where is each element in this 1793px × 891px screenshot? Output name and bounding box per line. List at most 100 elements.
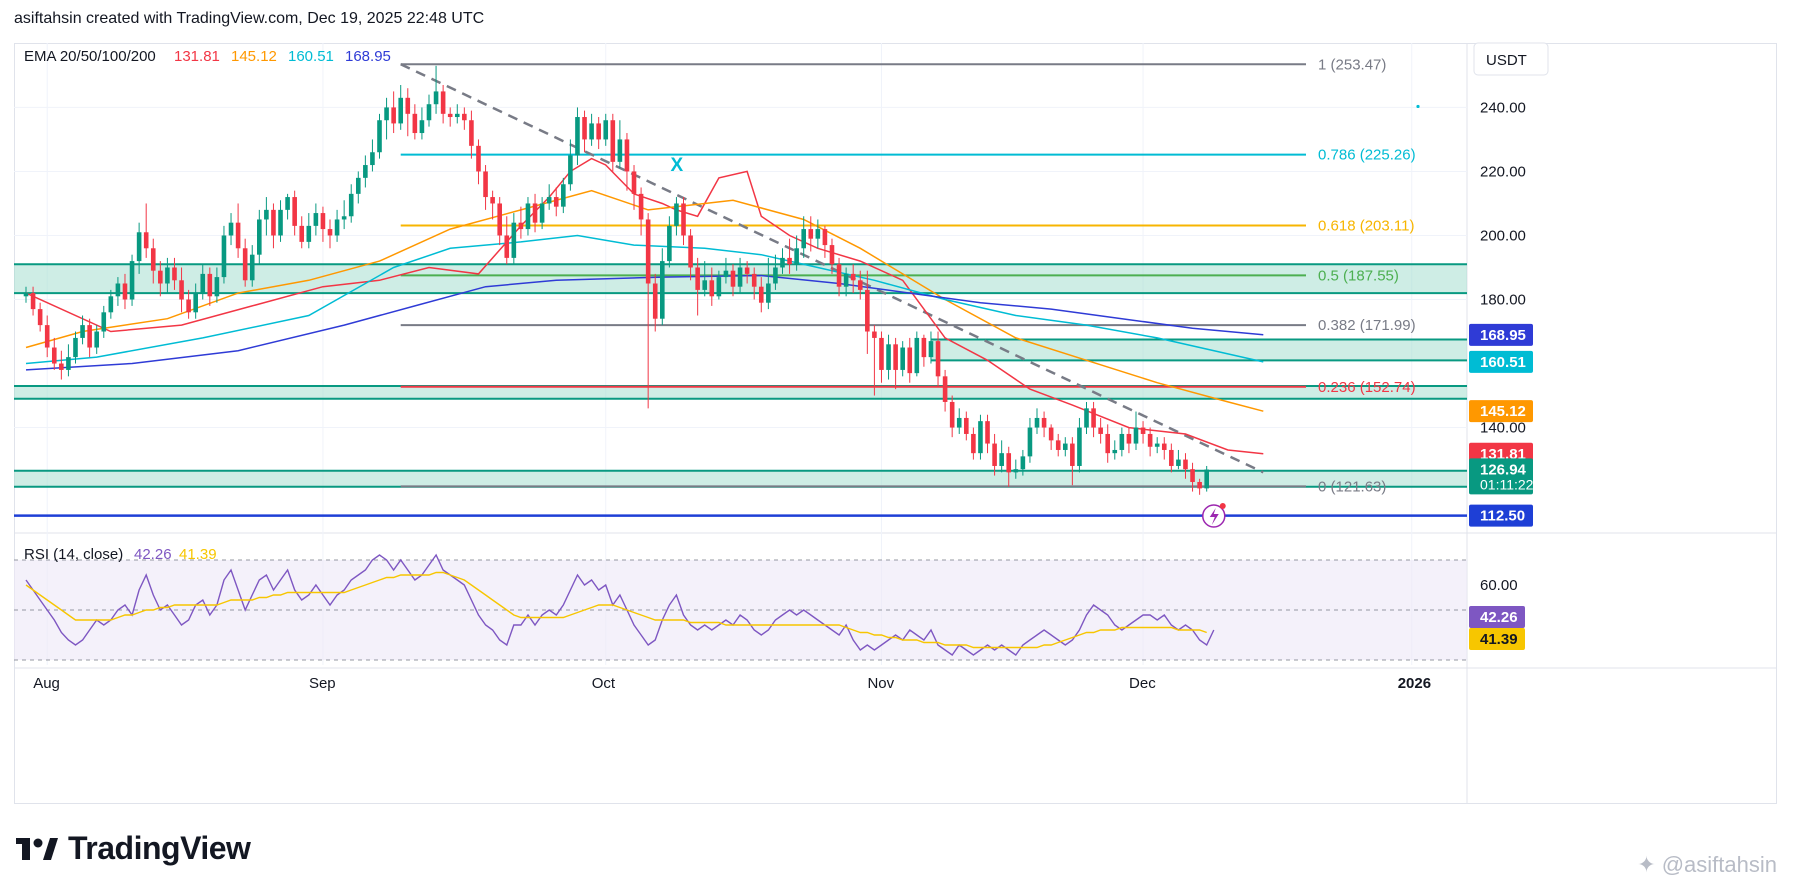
candle[interactable] [1154, 437, 1160, 454]
candle[interactable] [1077, 417, 1082, 473]
candle[interactable] [1091, 401, 1096, 438]
candle[interactable] [992, 433, 997, 476]
candle[interactable] [37, 302, 43, 332]
candle[interactable] [398, 85, 404, 130]
candle[interactable] [327, 219, 333, 249]
candle[interactable] [433, 65, 439, 114]
candle[interactable] [391, 91, 396, 134]
candle[interactable] [101, 305, 107, 338]
candle[interactable] [1084, 401, 1089, 434]
candle[interactable] [115, 277, 121, 306]
candle[interactable] [1006, 446, 1012, 487]
candle[interactable] [129, 254, 135, 306]
candle[interactable] [723, 257, 729, 284]
candle[interactable] [1147, 427, 1153, 457]
candle[interactable] [1041, 411, 1047, 438]
candle[interactable] [172, 257, 177, 290]
candle[interactable] [355, 171, 361, 204]
candle[interactable] [44, 315, 50, 358]
candle[interactable] [66, 344, 71, 377]
candle[interactable] [136, 222, 142, 274]
price-badge[interactable]: 112.50 [1469, 504, 1533, 527]
candle[interactable] [108, 289, 114, 319]
lightning-icon[interactable] [1202, 503, 1226, 528]
candle[interactable] [568, 139, 573, 191]
candle[interactable] [660, 248, 665, 326]
candle[interactable] [999, 440, 1004, 473]
candle[interactable] [1126, 427, 1132, 454]
candle[interactable] [787, 238, 792, 274]
candle[interactable] [610, 113, 616, 172]
candle[interactable] [483, 165, 488, 210]
candle[interactable] [1176, 449, 1181, 470]
candle[interactable] [751, 267, 757, 300]
candle[interactable] [1055, 433, 1061, 457]
chart-panel[interactable] [14, 43, 1777, 804]
candle[interactable] [476, 139, 481, 185]
candle[interactable] [1133, 411, 1139, 450]
candle[interactable] [652, 273, 658, 332]
candle[interactable] [440, 85, 446, 124]
candle[interactable] [143, 203, 149, 258]
candle[interactable] [235, 203, 241, 258]
candle[interactable] [532, 193, 538, 233]
candle[interactable] [200, 264, 206, 300]
support-zone[interactable] [930, 339, 1467, 361]
candle[interactable] [405, 88, 411, 137]
candle[interactable] [1070, 437, 1075, 486]
candle[interactable] [384, 97, 389, 140]
candle[interactable] [73, 331, 78, 364]
candle[interactable] [193, 283, 198, 319]
candle[interactable] [737, 257, 743, 294]
candle[interactable] [23, 286, 29, 303]
candle[interactable] [158, 261, 163, 297]
candle[interactable] [850, 264, 856, 294]
candle[interactable] [907, 337, 913, 383]
candle[interactable] [292, 190, 297, 236]
candle[interactable] [334, 209, 340, 242]
candle[interactable] [801, 216, 806, 258]
candle[interactable] [815, 219, 821, 249]
candle[interactable] [490, 190, 495, 220]
candle[interactable] [462, 107, 467, 130]
candle[interactable] [1140, 421, 1146, 444]
candle[interactable] [872, 325, 877, 396]
candle[interactable] [808, 216, 814, 252]
candle[interactable] [589, 113, 594, 146]
candle[interactable] [299, 216, 305, 249]
candle[interactable] [1062, 437, 1068, 457]
candle[interactable] [122, 273, 128, 310]
candle[interactable] [518, 206, 524, 239]
candle[interactable] [447, 107, 453, 127]
candle[interactable] [674, 197, 679, 236]
candle[interactable] [956, 408, 962, 434]
candle[interactable] [879, 331, 884, 383]
candle[interactable] [87, 318, 92, 358]
candle[interactable] [971, 427, 976, 460]
candle[interactable] [836, 257, 842, 297]
candle[interactable] [780, 248, 785, 274]
candle[interactable] [829, 238, 835, 274]
candle[interactable] [186, 289, 191, 319]
candle[interactable] [928, 331, 934, 364]
rsi-badge[interactable]: 41.39 [1469, 628, 1525, 650]
candle[interactable] [348, 184, 354, 223]
candle[interactable] [688, 229, 693, 281]
candle[interactable] [214, 267, 220, 303]
candle[interactable] [1183, 453, 1188, 479]
candle[interactable] [94, 325, 99, 354]
candle[interactable] [893, 337, 898, 390]
candle[interactable] [667, 216, 672, 268]
candle[interactable] [539, 197, 545, 230]
candle[interactable] [419, 107, 425, 140]
candle[interactable] [822, 225, 828, 258]
candle[interactable] [730, 264, 736, 297]
candle[interactable] [264, 197, 269, 236]
candle[interactable] [1169, 443, 1174, 473]
candle[interactable] [165, 257, 170, 294]
candle[interactable] [306, 213, 312, 249]
candle[interactable] [469, 110, 474, 159]
candle[interactable] [949, 395, 955, 438]
candle[interactable] [285, 193, 290, 220]
